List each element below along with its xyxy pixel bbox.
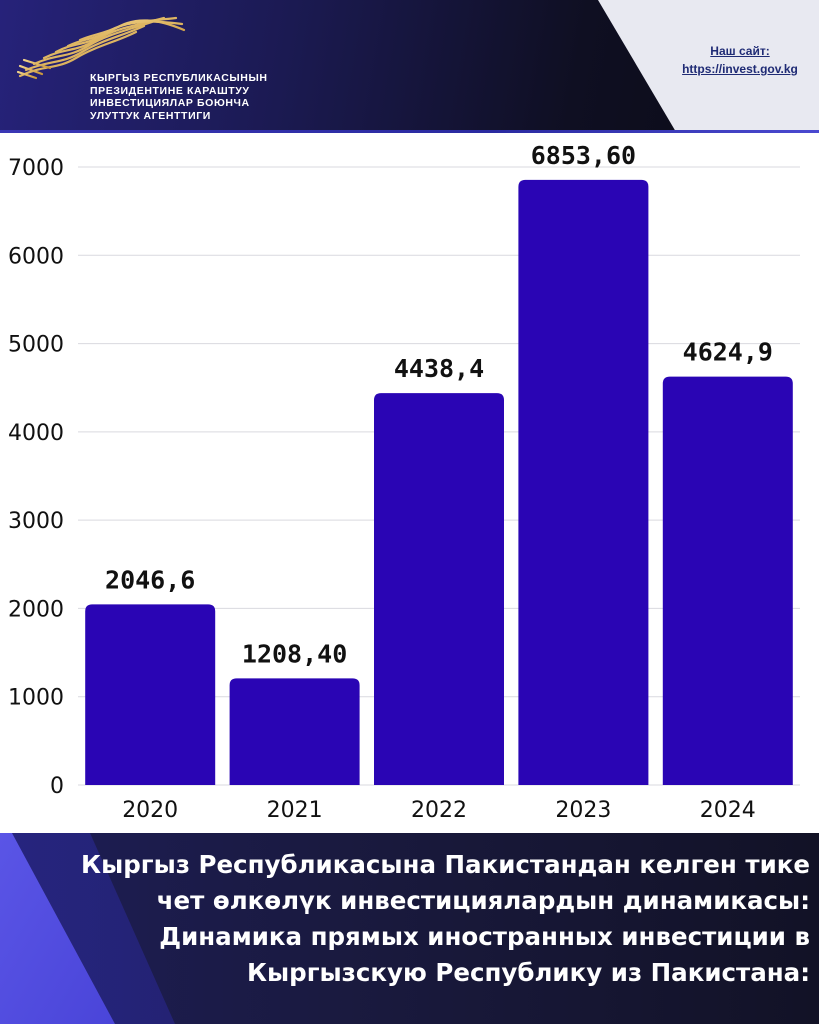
- y-tick-label: 4000: [8, 421, 64, 446]
- y-tick-label: 7000: [8, 156, 64, 181]
- site-info: Наш сайт: https://invest.gov.kg: [660, 42, 819, 78]
- caption-line: Кыргызскую Республику из Пакистана:: [247, 958, 810, 987]
- x-tick-label: 2024: [700, 798, 756, 823]
- x-tick-label: 2022: [411, 798, 467, 823]
- bar: [85, 604, 216, 785]
- y-tick-label: 1000: [8, 686, 64, 711]
- bar-value-label: 2046,6: [105, 565, 195, 594]
- chart-canvas: 0 1000 2000 3000 4000 5000 6000 7000 2046,6 2020 1…: [8, 141, 800, 823]
- agency-name-line: ИНВЕСТИЦИЯЛАР БОЮНЧА: [90, 97, 250, 109]
- header-divider: [0, 130, 819, 133]
- x-tick-label: 2021: [267, 798, 323, 823]
- bar: [229, 678, 360, 785]
- agency-name-line: КЫРГЫЗ РЕСПУБЛИКАСЫНЫН: [90, 72, 268, 84]
- agency-name-line: УЛУТТУК АГЕНТТИГИ: [90, 109, 211, 122]
- header-banner: КЫРГЫЗ РЕСПУБЛИКАСЫНЫН ПРЕЗИДЕНТИНЕ КАРА…: [0, 0, 819, 132]
- y-tick-label: 2000: [8, 597, 64, 622]
- y-tick-label: 6000: [8, 244, 64, 269]
- footer-banner: Кыргыз Республикасына Пакистандан келген…: [0, 833, 819, 1024]
- caption-line: чет өлкөлүк инвестициялардын динамикасы:: [156, 886, 810, 915]
- bar-value-label: 4624,9: [683, 338, 773, 367]
- bar: [662, 376, 793, 785]
- x-tick-label: 2023: [555, 798, 611, 823]
- caption-line: Динамика прямых иностранных инвестиции в: [159, 922, 810, 951]
- y-tick-label: 3000: [8, 509, 64, 534]
- caption-line: Кыргыз Республикасына Пакистандан келген…: [81, 850, 810, 879]
- bar-value-label: 1208,40: [242, 639, 347, 668]
- golden-wave-logo-icon: [16, 16, 186, 80]
- x-tick-label: 2020: [122, 798, 178, 823]
- bar: [518, 179, 649, 785]
- site-label: Наш сайт:: [710, 44, 770, 58]
- y-tick-label: 5000: [8, 333, 64, 358]
- chart-caption: Кыргыз Республикасына Пакистандан келген…: [40, 847, 810, 991]
- bar-value-label: 4438,4: [394, 354, 484, 383]
- bar-value-label: 6853,60: [531, 141, 636, 170]
- site-link[interactable]: https://invest.gov.kg: [682, 62, 798, 76]
- agency-name-line: ПРЕЗИДЕНТИНЕ КАРАШТУУ: [90, 84, 250, 97]
- bar-chart: 0 1000 2000 3000 4000 5000 6000 7000 2046,6 2020 1…: [0, 133, 819, 833]
- bar: [374, 393, 504, 785]
- agency-name: КЫРГЫЗ РЕСПУБЛИКАСЫНЫН ПРЕЗИДЕНТИНЕ КАРА…: [90, 72, 340, 122]
- y-tick-label: 0: [50, 774, 64, 799]
